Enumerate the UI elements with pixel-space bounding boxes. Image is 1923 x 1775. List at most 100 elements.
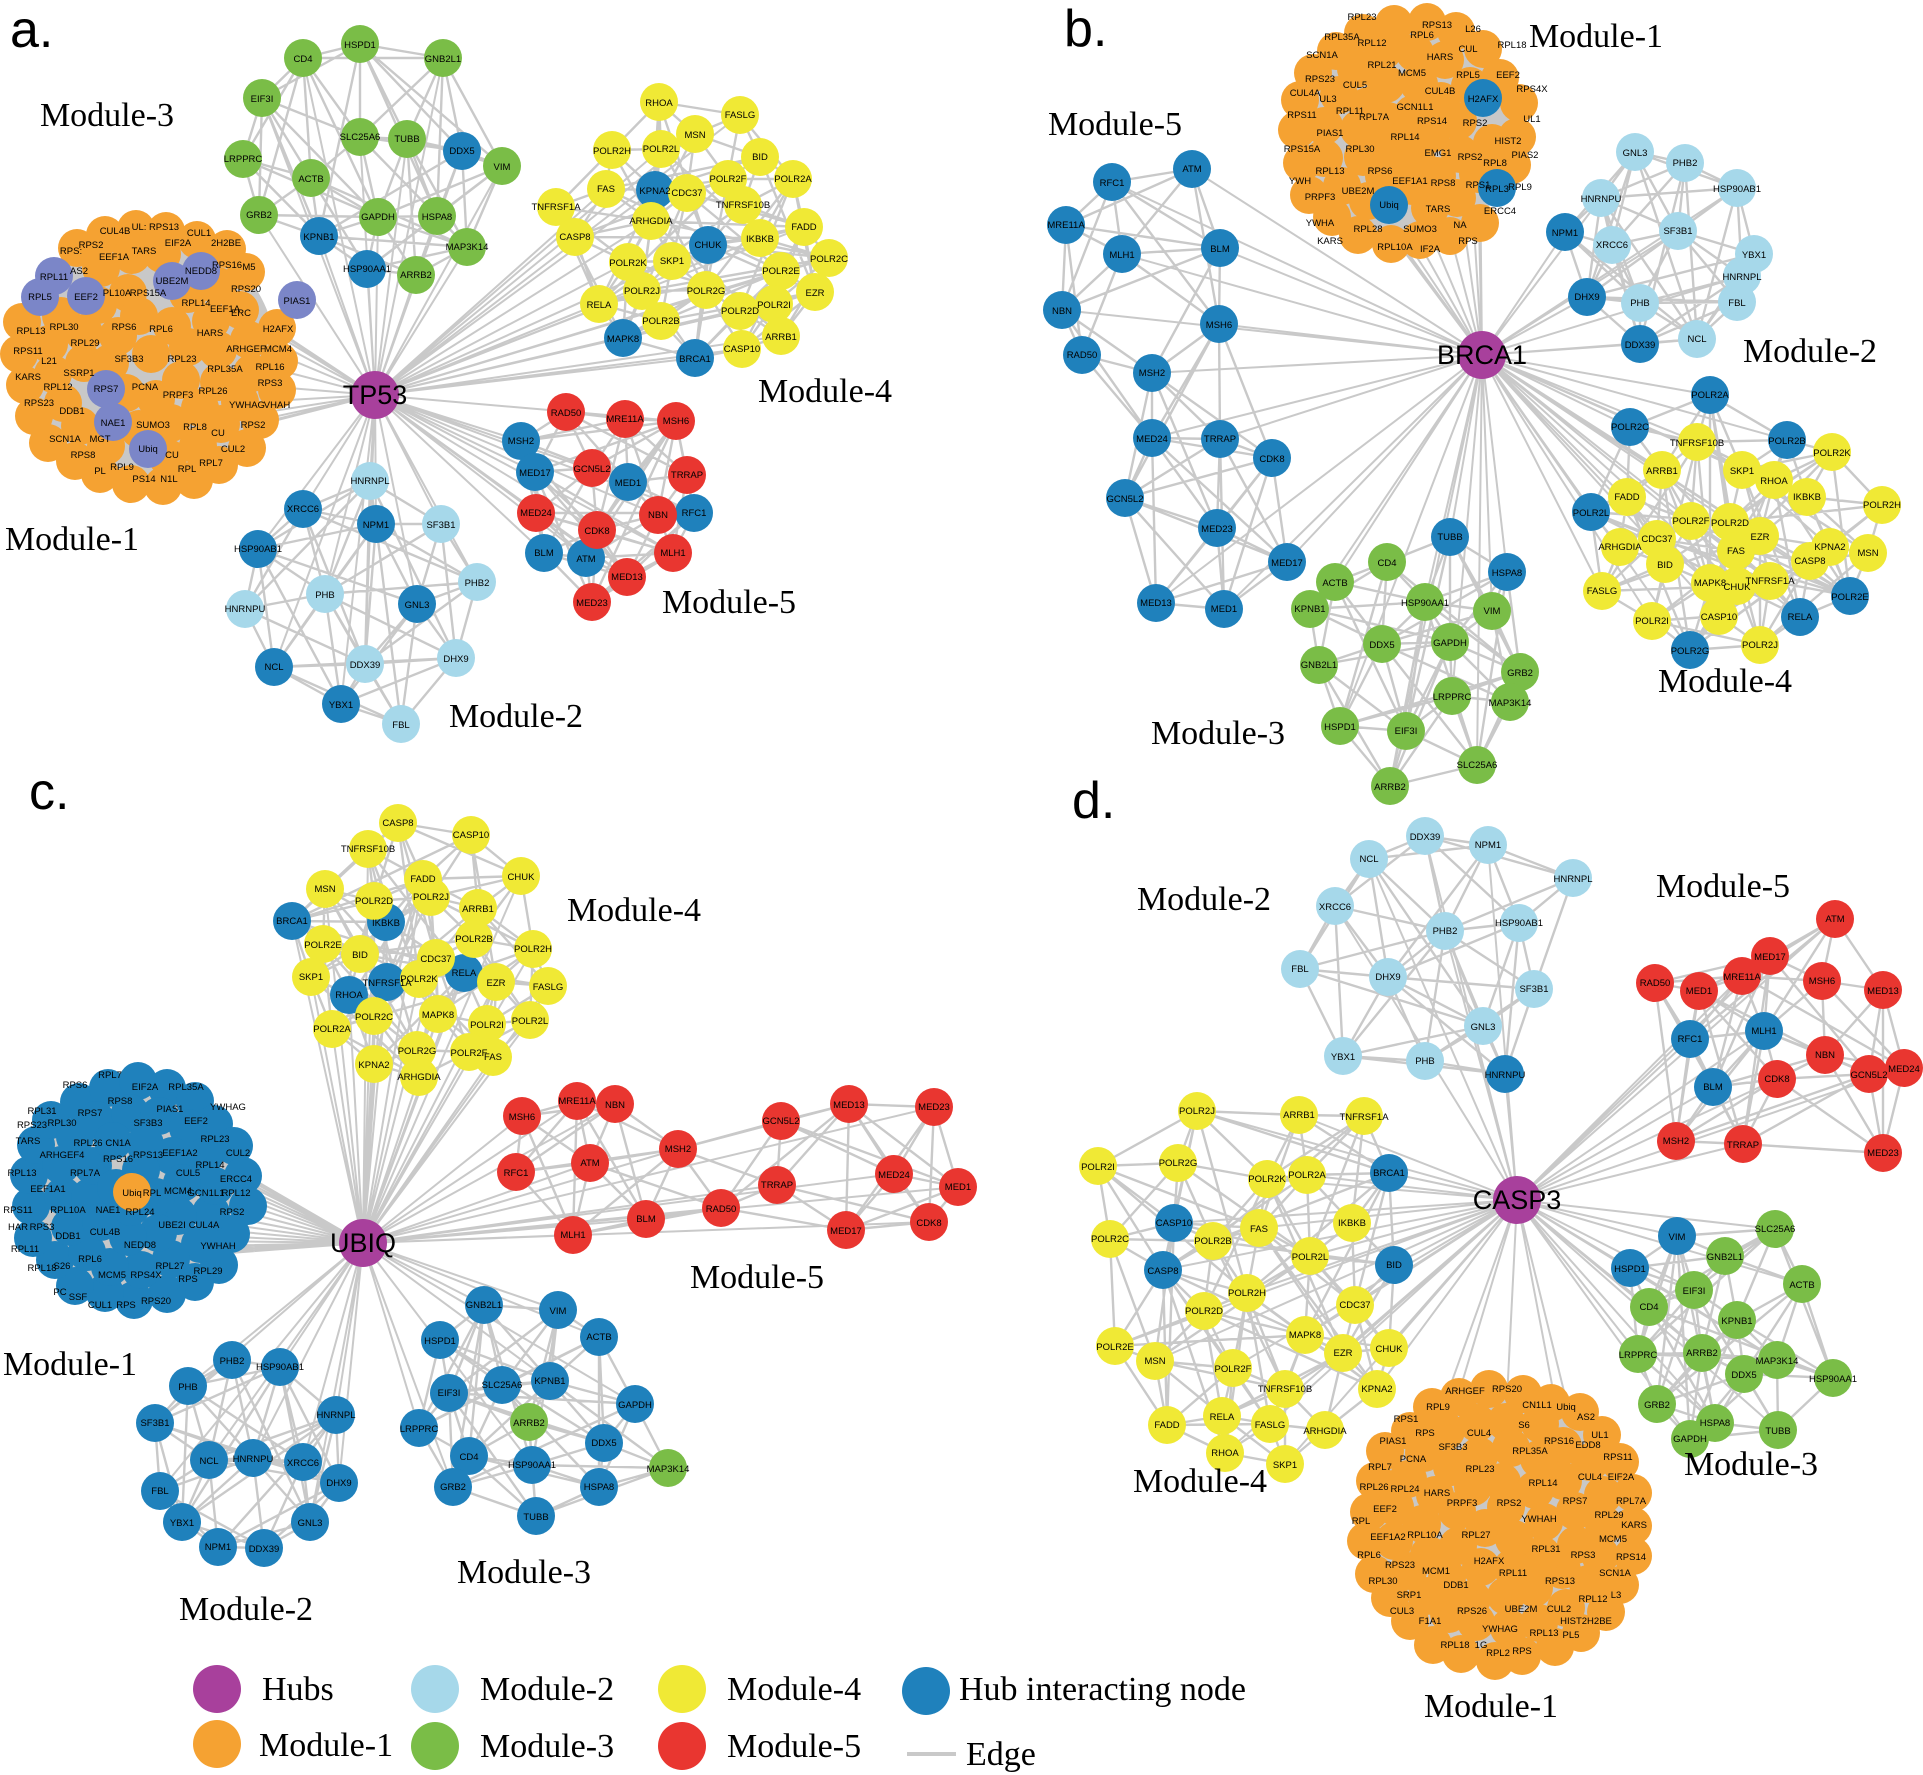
svg-text:NAE1: NAE1 — [101, 418, 126, 429]
svg-text:RPL26: RPL26 — [73, 1138, 102, 1149]
svg-text:NBN: NBN — [1815, 1050, 1835, 1061]
svg-text:F1A1: F1A1 — [1419, 1616, 1442, 1627]
svg-text:RPL5: RPL5 — [1456, 70, 1480, 81]
svg-text:Hubs: Hubs — [262, 1671, 334, 1708]
svg-text:MAPK8: MAPK8 — [422, 1010, 454, 1021]
svg-text:YBX1: YBX1 — [1331, 1052, 1355, 1063]
svg-text:IKBKB: IKBKB — [372, 918, 400, 929]
svg-text:RPL3: RPL3 — [1485, 184, 1509, 195]
svg-text:PCNA: PCNA — [132, 382, 159, 393]
svg-text:RPS: RPS — [1512, 1646, 1532, 1657]
svg-text:POLR2G: POLR2G — [398, 1046, 437, 1057]
svg-text:RPL18: RPL18 — [1440, 1640, 1469, 1651]
svg-text:TUBB: TUBB — [394, 134, 419, 145]
svg-text:CDC37: CDC37 — [1339, 1300, 1370, 1311]
svg-text:MSH6: MSH6 — [509, 1112, 535, 1123]
svg-text:FASLG: FASLG — [533, 982, 564, 993]
svg-text:RPL8: RPL8 — [183, 422, 207, 433]
svg-text:DDX5: DDX5 — [591, 1438, 616, 1449]
svg-text:RPL12: RPL12 — [1357, 38, 1386, 49]
svg-text:FBL: FBL — [151, 1486, 168, 1497]
svg-text:RPS2: RPS2 — [79, 240, 104, 251]
svg-text:RPL30: RPL30 — [1368, 1576, 1397, 1587]
svg-text:RPS11: RPS11 — [1287, 110, 1316, 121]
svg-text:POLR2D: POLR2D — [1711, 518, 1749, 529]
svg-text:CU: CU — [211, 428, 225, 439]
svg-text:NCL: NCL — [264, 662, 283, 673]
svg-text:CDC37: CDC37 — [671, 188, 702, 199]
svg-text:FBL: FBL — [1728, 298, 1745, 309]
svg-text:MSN: MSN — [1857, 548, 1878, 559]
svg-text:CASP3: CASP3 — [1473, 1185, 1562, 1215]
svg-text:NPM1: NPM1 — [363, 520, 389, 531]
svg-text:GCN1L1: GCN1L1 — [188, 1188, 225, 1199]
svg-text:RAD50: RAD50 — [1640, 978, 1671, 989]
svg-text:RELA: RELA — [452, 968, 477, 979]
svg-text:GCN5L2: GCN5L2 — [1107, 494, 1144, 505]
svg-text:RPL24: RPL24 — [125, 1207, 154, 1218]
svg-text:SCN1A: SCN1A — [1306, 50, 1338, 61]
svg-text:DDX39: DDX39 — [350, 660, 381, 671]
svg-text:GCN5L2: GCN5L2 — [763, 1116, 800, 1127]
svg-text:TUBB: TUBB — [1437, 532, 1462, 543]
svg-text:HSPD1: HSPD1 — [424, 1336, 456, 1347]
svg-text:CASP8: CASP8 — [382, 818, 413, 829]
svg-text:UL1: UL1 — [1523, 114, 1540, 125]
svg-text:SLC25A6: SLC25A6 — [482, 1380, 523, 1391]
svg-text:Ubiq: Ubiq — [1379, 200, 1399, 211]
svg-text:FBL: FBL — [392, 720, 409, 731]
svg-text:BID: BID — [1386, 1260, 1402, 1271]
svg-text:Ubiq: Ubiq — [138, 444, 158, 455]
svg-text:POLR2D: POLR2D — [355, 896, 393, 907]
svg-text:UBIQ: UBIQ — [330, 1228, 396, 1258]
svg-text:Module-2: Module-2 — [1743, 333, 1877, 370]
svg-text:FADD: FADD — [1154, 1420, 1179, 1431]
svg-text:GCN1L1: GCN1L1 — [1397, 102, 1434, 113]
svg-text:HIST2: HIST2 — [1495, 136, 1522, 147]
svg-text:MED1: MED1 — [1211, 604, 1237, 615]
svg-text:CUL4A: CUL4A — [189, 1220, 220, 1231]
svg-text:MAPK8: MAPK8 — [607, 334, 639, 345]
svg-text:SKP1: SKP1 — [1273, 1460, 1297, 1471]
svg-text:KARS: KARS — [1317, 236, 1343, 247]
svg-text:PHB2: PHB2 — [1433, 926, 1458, 937]
svg-text:RPL6: RPL6 — [1357, 1550, 1381, 1561]
svg-text:ARHGDIA: ARHGDIA — [629, 216, 673, 227]
svg-text:Module-4: Module-4 — [758, 373, 892, 410]
svg-text:EEF2: EEF2 — [1373, 1504, 1397, 1515]
svg-text:EEF2: EEF2 — [184, 1116, 208, 1127]
svg-text:RPS8: RPS8 — [71, 450, 96, 461]
svg-text:FAS: FAS — [1250, 1224, 1268, 1235]
svg-text:KARS: KARS — [15, 372, 41, 383]
svg-text:KPNA2: KPNA2 — [639, 186, 670, 197]
svg-text:RPL23: RPL23 — [1347, 12, 1376, 23]
svg-text:GNB2L1: GNB2L1 — [1707, 1252, 1743, 1263]
svg-text:PIAS1: PIAS1 — [1380, 1436, 1407, 1447]
svg-text:RELA: RELA — [587, 300, 612, 311]
svg-text:KPNB1: KPNB1 — [1294, 604, 1325, 615]
svg-text:ARHGDIA: ARHGDIA — [1303, 1426, 1347, 1437]
svg-text:RPL7: RPL7 — [1368, 1462, 1392, 1473]
svg-text:DDB1: DDB1 — [1443, 1580, 1468, 1591]
svg-text:DHX9: DHX9 — [1574, 292, 1599, 303]
svg-text:RPL27: RPL27 — [155, 1261, 184, 1272]
svg-text:RPS2: RPS2 — [220, 1207, 245, 1218]
svg-text:DDX39: DDX39 — [1410, 832, 1441, 843]
svg-text:CD4: CD4 — [459, 1452, 478, 1463]
svg-text:KPNB1: KPNB1 — [1721, 1316, 1752, 1327]
svg-text:EEF1A1: EEF1A1 — [1392, 176, 1427, 187]
svg-text:RPS13: RPS13 — [1422, 20, 1452, 31]
svg-text:RPL11: RPL11 — [1499, 1568, 1527, 1579]
svg-text:PS14: PS14 — [132, 474, 155, 485]
svg-text:RPL12: RPL12 — [43, 382, 72, 393]
svg-text:MAPK8: MAPK8 — [1694, 578, 1726, 589]
svg-text:PL10A: PL10A — [103, 288, 132, 299]
svg-text:RPS20: RPS20 — [231, 284, 261, 295]
svg-text:RAD50: RAD50 — [551, 408, 582, 419]
svg-text:CU: CU — [165, 450, 179, 461]
svg-text:PHB2: PHB2 — [220, 1356, 245, 1367]
svg-text:PRPF3: PRPF3 — [1447, 1498, 1478, 1509]
svg-text:MSH6: MSH6 — [1206, 320, 1232, 331]
svg-text:RPS6: RPS6 — [63, 1080, 88, 1091]
svg-text:TRRAP: TRRAP — [671, 470, 703, 481]
